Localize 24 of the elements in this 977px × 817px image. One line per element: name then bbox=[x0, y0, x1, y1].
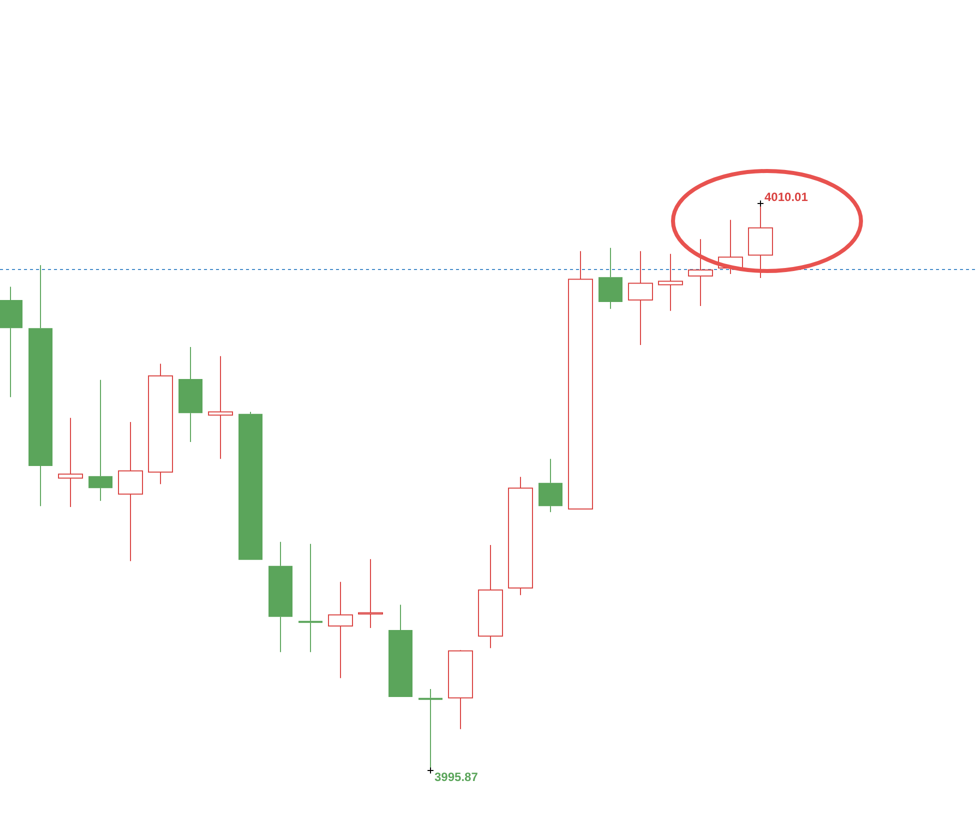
candlestick bbox=[238, 411, 262, 560]
annotation: 3995.87 bbox=[434, 770, 478, 784]
candlestick bbox=[118, 421, 143, 562]
candlestick bbox=[538, 458, 562, 513]
candlestick bbox=[388, 604, 412, 698]
candlestick bbox=[658, 253, 683, 312]
candlestick bbox=[448, 650, 473, 730]
candlestick bbox=[148, 363, 173, 485]
candlestick bbox=[508, 476, 533, 596]
candlestick bbox=[328, 581, 353, 679]
candlestick bbox=[178, 346, 202, 442]
candlestick bbox=[688, 238, 713, 307]
candlestick bbox=[208, 356, 233, 460]
candlestick bbox=[28, 264, 52, 507]
candlestick bbox=[88, 379, 112, 502]
annotation: 4010.01 bbox=[764, 190, 808, 204]
candlestick bbox=[358, 558, 383, 629]
candlestick bbox=[628, 250, 653, 346]
candlestick bbox=[568, 250, 593, 510]
candlestick bbox=[58, 417, 83, 508]
candlestick bbox=[598, 247, 622, 310]
candlestick bbox=[268, 541, 292, 653]
candlestick bbox=[478, 544, 503, 649]
candlestick bbox=[298, 543, 322, 653]
